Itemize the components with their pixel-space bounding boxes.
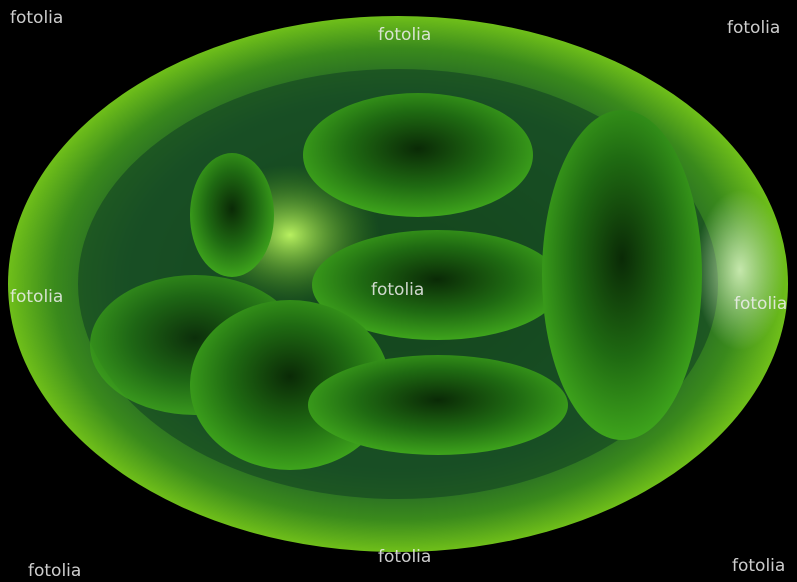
watermark: fotolia xyxy=(10,287,63,307)
granum xyxy=(542,110,702,440)
granum xyxy=(303,93,533,217)
watermark: fotolia xyxy=(371,280,424,300)
granum xyxy=(190,153,274,277)
watermark: fotolia xyxy=(734,294,787,314)
edge-highlight xyxy=(695,190,785,350)
watermark: fotolia xyxy=(378,547,431,567)
watermark: fotolia xyxy=(727,18,780,38)
granum xyxy=(308,355,568,455)
watermark: fotolia xyxy=(378,25,431,45)
watermark: fotolia xyxy=(732,556,785,576)
watermark: fotolia xyxy=(28,561,81,581)
watermark: fotolia xyxy=(10,8,63,28)
granum xyxy=(312,230,562,340)
